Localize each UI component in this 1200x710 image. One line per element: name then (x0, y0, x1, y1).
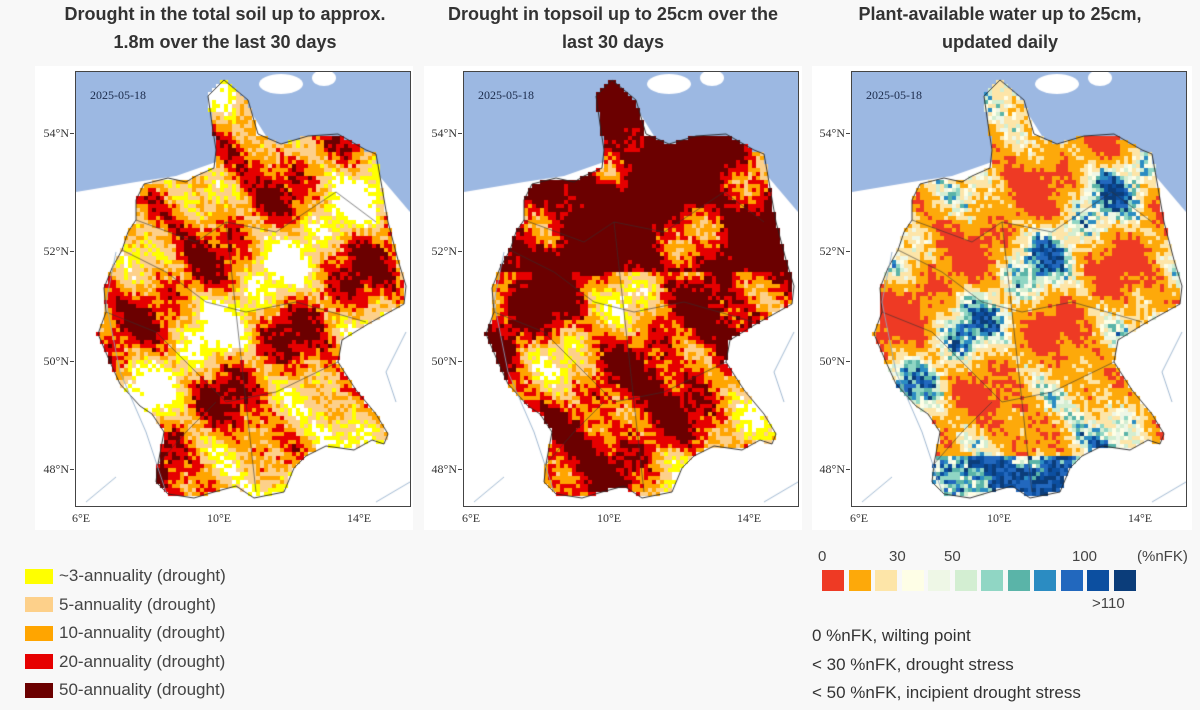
lat-label-50: 50°N (31, 354, 74, 369)
scale-tick-0: 0 (818, 548, 827, 565)
legend-item: ~3-annuality (drought) (25, 562, 226, 591)
lat-label-54: 54°N (31, 126, 74, 141)
map-date: 2025-05-18 (478, 88, 534, 102)
scale-tick-100: 100 (1072, 548, 1098, 565)
legend-item: 5-annuality (drought) (25, 591, 226, 620)
panel-1-title: Drought in the total soil up to approx. … (25, 0, 425, 56)
lat-label-48: 48°N (31, 462, 74, 477)
legend-label: 20-annuality (drought) (59, 651, 226, 671)
scale-tick-30: 30 (889, 548, 906, 565)
lon-label-14: 14°E (737, 511, 762, 525)
map-frame: 2025-05-18 (463, 71, 799, 507)
map-panel-total-soil: 2025-05-18 54°N 52°N 50°N 48°N 6°E 10°E … (35, 66, 413, 530)
scale-max-label: >110 (1092, 595, 1125, 612)
scale-swatch (981, 570, 1003, 591)
scale-tick-50: 50 (944, 548, 961, 565)
scale-swatch (954, 570, 977, 591)
map-frame: 2025-05-18 (75, 71, 411, 507)
map-panel-topsoil: 2025-05-18 54°N 52°N 50°N 48°N 6°E 10°E … (424, 66, 802, 530)
map-date: 2025-05-18 (866, 88, 922, 102)
panel-3-title-line1: Plant-available water up to 25cm, (858, 4, 1142, 24)
scale-swatch (822, 570, 844, 591)
legend-swatch (25, 597, 53, 613)
scale-swatch (1034, 570, 1056, 591)
lat-label-50: 50°N (807, 354, 850, 369)
lat-label-52: 52°N (419, 244, 462, 259)
lon-label-6: 6°E (72, 511, 91, 525)
map-date: 2025-05-18 (90, 88, 146, 102)
legend-label: ~3-annuality (drought) (59, 566, 226, 586)
lon-label-10: 10°E (597, 511, 622, 525)
map-frame: 2025-05-18 (851, 71, 1187, 507)
legend-item: 20-annuality (drought) (25, 648, 226, 677)
legend-label: 5-annuality (drought) (59, 594, 216, 614)
panel-2-title-line2: last 30 days (561, 32, 665, 52)
lat-label-48: 48°N (419, 462, 462, 477)
nfk-color-scale: 0 30 50 100 (%nFK) >110 (818, 548, 1192, 618)
lat-label-52: 52°N (807, 244, 850, 259)
scale-swatch (928, 570, 950, 591)
note-wilting-point: 0 %nFK, wilting point (812, 626, 971, 645)
note-drought-stress: < 30 %nFK, drought stress (812, 654, 1014, 674)
legend-item: 10-annuality (drought) (25, 619, 226, 648)
lon-label-10: 10°E (987, 511, 1012, 525)
panel-2-title: Drought in topsoil up to 25cm over the l… (413, 0, 813, 56)
scale-swatch (1113, 570, 1136, 591)
legend-label: 10-annuality (drought) (59, 623, 226, 643)
lat-label-52: 52°N (31, 244, 74, 259)
scale-swatch (875, 570, 897, 591)
drought-map-topsoil (464, 72, 798, 506)
scale-swatch (901, 570, 924, 591)
map-panel-plant-water: 2025-05-18 54°N 52°N 50°N 48°N 6°E 10°E … (812, 66, 1192, 530)
drought-legend: ~3-annuality (drought) 5-annuality (drou… (25, 562, 226, 705)
legend-swatch (25, 568, 53, 584)
note-incipient-drought-stress: < 50 %nFK, incipient drought stress (812, 683, 1081, 702)
scale-swatch (1007, 570, 1030, 591)
lat-label-48: 48°N (807, 462, 850, 477)
panel-1-title-line2: 1.8m over the last 30 days (113, 32, 337, 52)
scale-swatch (1087, 570, 1109, 591)
panel-1-title-line1: Drought in the total soil up to approx. (64, 4, 386, 24)
legend-swatch (25, 654, 53, 670)
lat-label-54: 54°N (807, 126, 850, 141)
lat-label-54: 54°N (419, 126, 462, 141)
lon-label-6: 6°E (850, 511, 869, 525)
panel-2-title-line1: Drought in topsoil up to 25cm over the (447, 4, 778, 24)
legend-item: 50-annuality (drought) (25, 676, 226, 705)
legend-swatch (25, 682, 53, 698)
scale-swatch (848, 570, 871, 591)
scale-swatch (1060, 570, 1083, 591)
nfk-notes: 0 %nFK, wilting point < 30 %nFK, drought… (812, 624, 1081, 710)
lat-label-50: 50°N (419, 354, 462, 369)
legend-swatch (25, 625, 53, 641)
legend-label: 50-annuality (drought) (59, 680, 226, 700)
lon-label-14: 14°E (1128, 511, 1153, 525)
panel-3-title: Plant-available water up to 25cm, update… (800, 0, 1200, 56)
lon-label-6: 6°E (462, 511, 481, 525)
nfk-map-plant-water (852, 72, 1186, 506)
lon-label-10: 10°E (207, 511, 232, 525)
drought-map-total-soil (76, 72, 410, 506)
scale-unit: (%nFK) (1137, 548, 1188, 565)
panel-3-title-line2: updated daily (941, 32, 1058, 52)
lon-label-14: 14°E (347, 511, 372, 525)
